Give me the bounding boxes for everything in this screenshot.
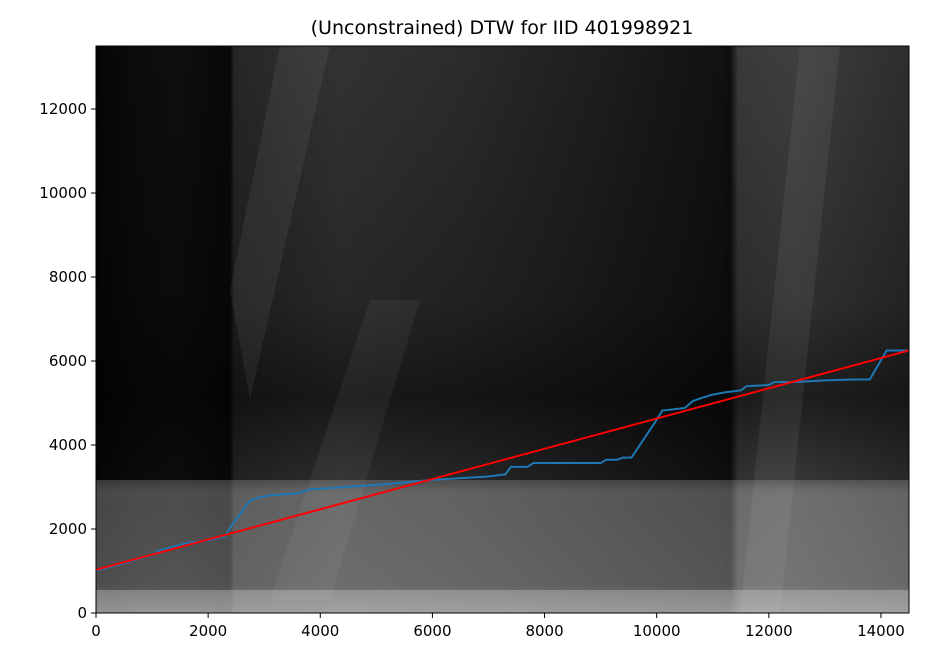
heatmap-vertical-shade: [96, 46, 909, 613]
y-tick-label: 0: [77, 604, 87, 622]
y-axis: 0 2000 4000 6000 8000 10000 12000: [39, 100, 96, 622]
plot-frame: [95, 45, 910, 614]
heatmap-bright-band: [96, 480, 909, 613]
y-tick-label: 8000: [49, 268, 87, 286]
x-tick-label: 12000: [745, 622, 793, 640]
heatmap-image: [96, 46, 909, 613]
plot-lines: [96, 349, 909, 572]
x-axis: 0 2000 4000 6000 8000 10000 12000 14000: [91, 613, 905, 640]
heatmap-diagonal-streak-2: [270, 300, 420, 600]
x-tick-label: 4000: [301, 622, 339, 640]
y-tick-label: 2000: [49, 520, 87, 538]
series-line-2: [96, 349, 909, 571]
heatmap-diagonal-streak-1: [230, 46, 330, 400]
heatmap-diagonal-streak-3: [740, 46, 840, 613]
y-tick-label: 6000: [49, 352, 87, 370]
x-tick-label: 14000: [857, 622, 905, 640]
y-tick-label: 4000: [49, 436, 87, 454]
series-line-1: [96, 349, 909, 572]
y-tick-label: 10000: [39, 184, 87, 202]
x-tick-label: 6000: [413, 622, 451, 640]
x-tick-label: 2000: [189, 622, 227, 640]
x-tick-label: 10000: [633, 622, 681, 640]
chart-title: (Unconstrained) DTW for IID 401998921: [311, 17, 694, 39]
x-tick-label: 8000: [525, 622, 563, 640]
x-tick-label: 0: [91, 622, 101, 640]
heatmap-bottom-band: [96, 590, 909, 613]
y-tick-label: 12000: [39, 100, 87, 118]
